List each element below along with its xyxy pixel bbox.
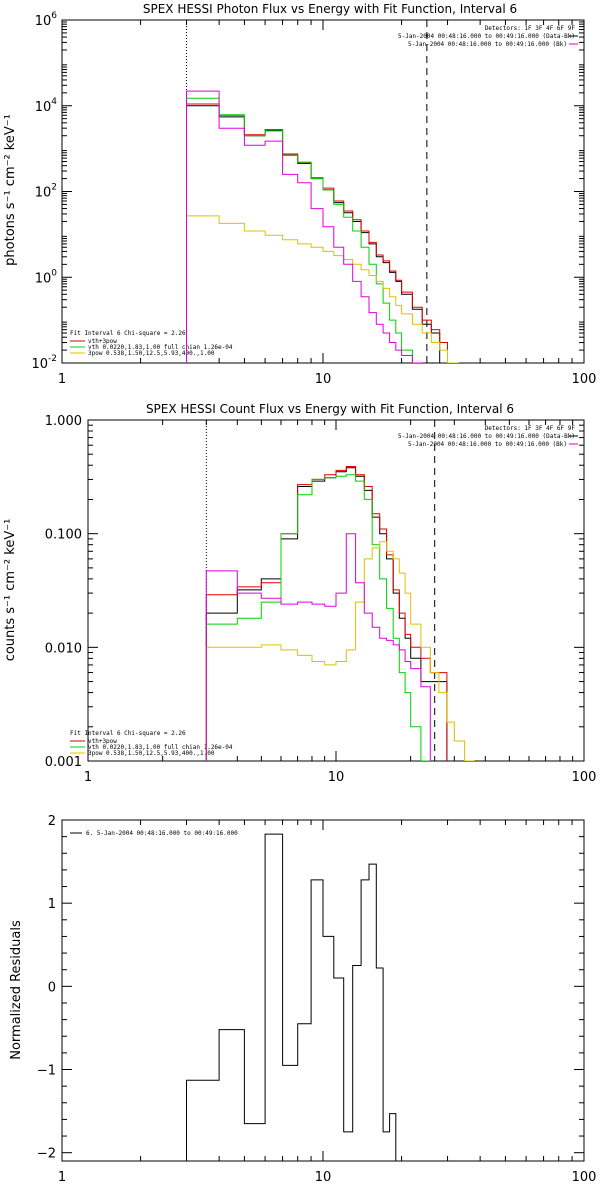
- count-flux-xtick-label: 100: [572, 770, 597, 785]
- residuals-xtick-label: 1: [58, 1170, 66, 1185]
- count-flux-xtick-label: 10: [328, 770, 345, 785]
- photon-flux-ytick-base: 10: [35, 100, 52, 115]
- residuals-ytick-label: 1: [48, 897, 56, 912]
- count-flux-legend-entry-1: vth+3pow: [88, 738, 117, 745]
- photon-flux-xtick-label: 1: [58, 372, 66, 387]
- residuals-legend-entry: 6. 5-Jan-2004 00:48:16.000 to 00:49:16.0…: [86, 830, 238, 837]
- photon-flux-ytick-label: 106: [35, 11, 58, 29]
- photon-flux-ytick-base: 10: [31, 357, 48, 372]
- residuals-ylabel-text: Normalized Residuals: [9, 920, 24, 1060]
- count-flux-header: Detectors: 1F 3F 4F 6F 9F 5-Jan-2004 00:…: [398, 425, 578, 448]
- count-flux-legend: Fit Interval 6 Chi-square = 2.26 vth+3po…: [70, 730, 233, 757]
- photon-flux-ylabel: photons s⁻¹ cm⁻² keV⁻¹: [3, 114, 18, 266]
- photon-flux-ytick-base: 10: [35, 186, 52, 201]
- photon-flux-panel: SPEX HESSI Photon Flux vs Energy with Fi…: [3, 2, 597, 387]
- photon-flux-ytick-exp: 2: [51, 183, 57, 193]
- count-flux-series-3pow: [205, 541, 475, 761]
- photon-flux-series-vth: [186, 97, 423, 363]
- count-flux-ylabel: counts s⁻¹ cm⁻² keV⁻¹: [3, 519, 18, 662]
- photon-flux-legend-entry-2: vth 0.0220,1.83,1.00 full chian 1.26e-04: [88, 344, 233, 351]
- residuals-ytick-label: −1: [37, 1064, 56, 1079]
- photon-flux-header-line-3: 5-Jan-2004 00:48:16.000 to 00:49:16.000 …: [408, 41, 567, 48]
- count-flux-series-vth-3pow: [205, 466, 448, 761]
- photon-flux-ytick-base: 10: [35, 14, 52, 29]
- count-flux-title: SPEX HESSI Count Flux vs Energy with Fit…: [146, 402, 514, 416]
- photon-flux-ylabel-text: photons s⁻¹ cm⁻² keV⁻¹: [3, 114, 18, 266]
- photon-flux-series-data: [186, 105, 441, 363]
- photon-flux-legend-entry-3: 3pow 0.538,1.50,12.5,5.93,400.,1.00: [88, 350, 215, 357]
- count-flux-series-data: [205, 467, 448, 761]
- count-flux-ytick-label: 0.001: [45, 755, 82, 770]
- count-flux-ytick-label: 0.010: [45, 641, 82, 656]
- count-flux-legend-entry-2: vth 0.0220,1.83,1.00 full chian 1.26e-04: [88, 744, 233, 751]
- count-flux-panel: SPEX HESSI Count Flux vs Energy with Fit…: [3, 402, 597, 785]
- photon-flux-title: SPEX HESSI Photon Flux vs Energy with Fi…: [143, 2, 517, 16]
- count-flux-legend-entry-3: 3pow 0.538,1.50,12.5,5.93,400.,1.00: [88, 750, 215, 757]
- photon-flux-series-group: [186, 90, 459, 363]
- residuals-series-group: [186, 833, 397, 1161]
- photon-flux-legend-entry-1: vth+3pow: [88, 338, 117, 345]
- count-flux-xtick-label: 1: [84, 770, 92, 785]
- photon-flux-header: Detectors: 1F 3F 4F 6F 9F 5-Jan-2004 00:…: [398, 25, 578, 48]
- count-flux-series-vth: [205, 474, 431, 761]
- photon-flux-series-3pow: [186, 215, 459, 363]
- photon-flux-legend-heading: Fit Interval 6 Chi-square = 2.26: [70, 330, 186, 337]
- count-flux-series-background: [205, 533, 431, 761]
- residuals-xtick-label: 100: [572, 1170, 597, 1185]
- residuals-ylabel: Normalized Residuals: [9, 920, 24, 1060]
- photon-flux-plot-frame: [61, 19, 585, 364]
- photon-flux-xtick-label: 10: [315, 372, 332, 387]
- photon-flux-ytick-exp: 6: [51, 11, 57, 21]
- residuals-legend: 6. 5-Jan-2004 00:48:16.000 to 00:49:16.0…: [70, 830, 238, 837]
- count-flux-legend-heading: Fit Interval 6 Chi-square = 2.26: [70, 730, 186, 737]
- photon-flux-series-vth-3pow: [186, 103, 448, 363]
- count-flux-header-line-2: 5-Jan-2004 00:48:16.000 to 00:49:16.000 …: [398, 433, 575, 440]
- photon-flux-header-line-1: Detectors: 1F 3F 4F 6F 9F: [485, 25, 576, 32]
- photon-flux-header-line-2: 5-Jan-2004 00:48:16.000 to 00:49:16.000 …: [398, 33, 575, 40]
- photon-flux-ytick-label: 10-2: [31, 354, 57, 372]
- count-flux-header-line-1: Detectors: 1F 3F 4F 6F 9F: [485, 425, 576, 432]
- residuals-ytick-label: 0: [48, 980, 56, 995]
- photon-flux-xtick-label: 100: [572, 372, 597, 387]
- photon-flux-ytick-exp: 4: [51, 97, 57, 107]
- residuals-plot-frame: [61, 819, 585, 1162]
- residuals-xtick-label: 10: [315, 1170, 332, 1185]
- count-flux-ytick-label: 1.000: [45, 414, 82, 429]
- photon-flux-series-background: [186, 90, 423, 363]
- residuals-panel: Normalized Residuals 6. 5-Jan-2004 00:48…: [9, 814, 597, 1185]
- photon-flux-ytick-label: 100: [35, 268, 58, 286]
- count-flux-header-line-3: 5-Jan-2004 00:48:16.000 to 00:49:16.000 …: [408, 441, 567, 448]
- residuals-ytick-label: 2: [48, 814, 56, 829]
- photon-flux-ytick-exp: -2: [48, 354, 57, 364]
- count-flux-ytick-label: 0.100: [45, 528, 82, 543]
- photon-flux-ytick-base: 10: [35, 271, 52, 286]
- count-flux-series-group: [205, 466, 475, 761]
- photon-flux-ytick-label: 102: [35, 183, 57, 201]
- count-flux-ylabel-text: counts s⁻¹ cm⁻² keV⁻¹: [3, 519, 18, 662]
- photon-flux-ytick-exp: 0: [51, 268, 57, 278]
- photon-flux-ytick-label: 104: [35, 97, 58, 115]
- photon-flux-legend: Fit Interval 6 Chi-square = 2.26 vth+3po…: [70, 330, 233, 357]
- residuals-series-6-5-jan-2004-00-48-16-000-to-00-49-16-000: [186, 833, 397, 1161]
- residuals-ytick-label: −2: [37, 1147, 56, 1162]
